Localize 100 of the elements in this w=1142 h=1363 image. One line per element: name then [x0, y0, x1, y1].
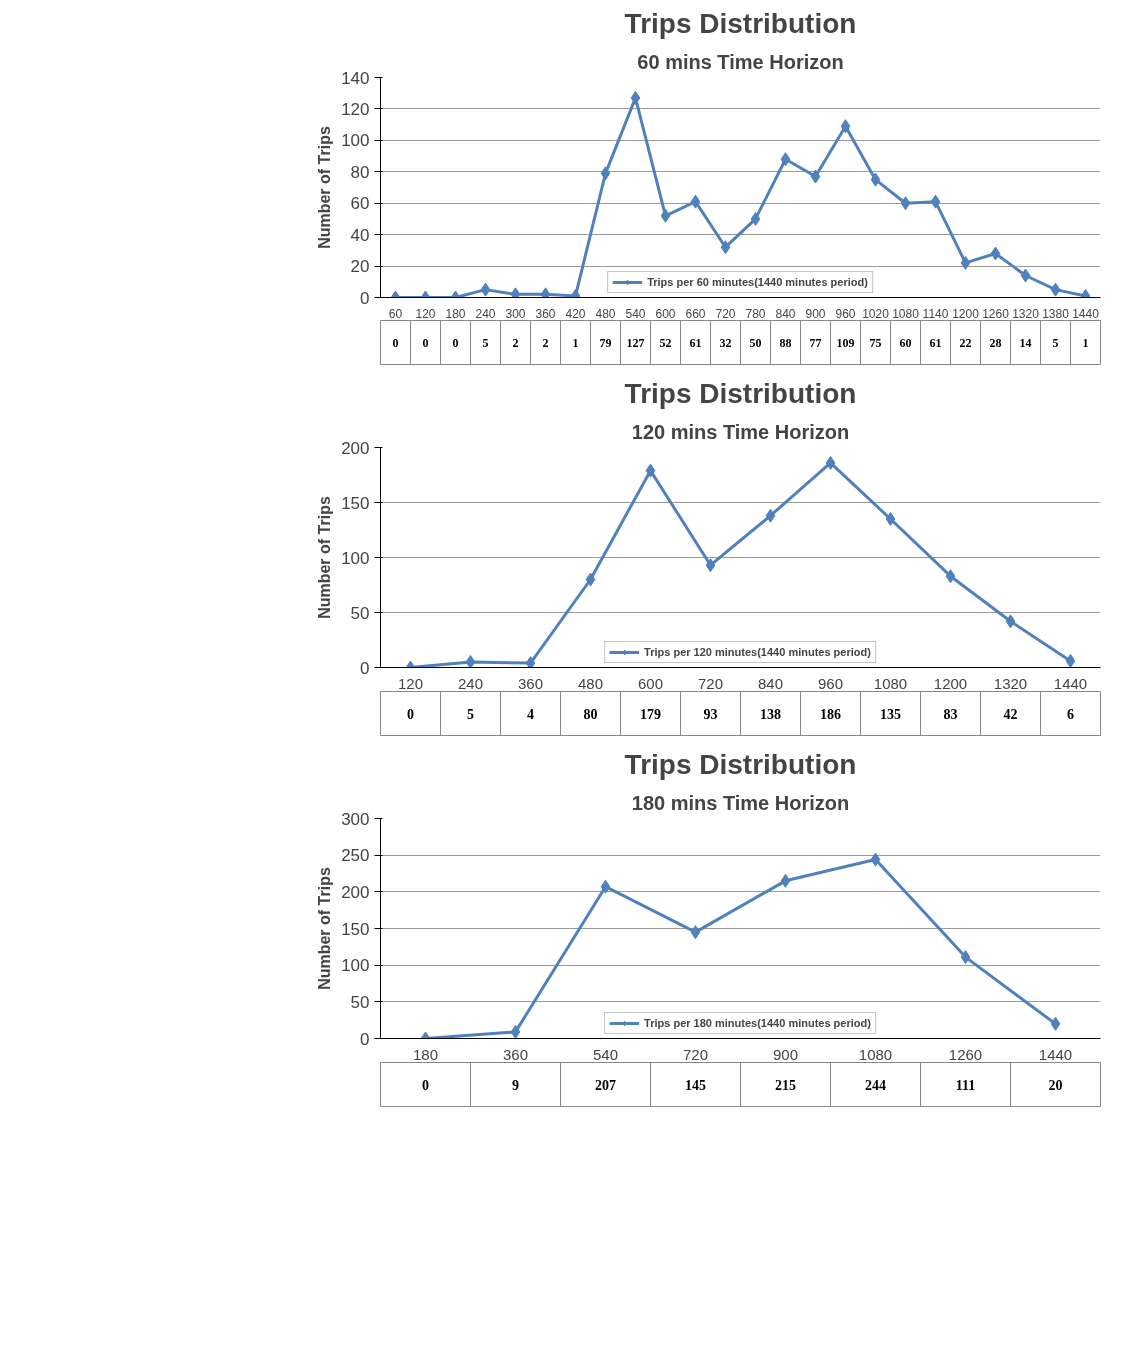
point [990, 246, 1001, 261]
y-tick-label: 50 [350, 603, 370, 623]
y-axis-title: Number of Trips [316, 867, 334, 990]
y-tick-label: 60 [350, 194, 370, 214]
y-tick-label: 100 [341, 956, 370, 976]
chart-subtitle: 60 mins Time Horizon [637, 50, 844, 73]
data-label: 0 [422, 335, 429, 350]
x-tick-label: 480 [577, 674, 604, 692]
data-label: 1 [1082, 335, 1089, 350]
data-label: 0 [392, 335, 399, 350]
x-tick-label: 180 [412, 1045, 439, 1063]
point [780, 152, 791, 167]
x-tick-label: 1440 [1072, 306, 1100, 321]
point [690, 194, 701, 209]
point [1050, 282, 1061, 297]
y-tick-label: 120 [341, 99, 370, 119]
point [1005, 614, 1016, 629]
data-label: 5 [1052, 335, 1059, 350]
data-label: 52 [659, 335, 672, 350]
data-label: 50 [749, 335, 762, 350]
point [810, 169, 821, 184]
point [585, 572, 596, 587]
y-tick-label: 20 [350, 257, 370, 277]
point [750, 211, 761, 226]
y-tick-label: 100 [341, 131, 370, 151]
point [705, 558, 716, 573]
data-label: 109 [836, 335, 855, 350]
data-label: 207 [595, 1077, 616, 1093]
point [825, 455, 836, 470]
chart-title: Trips Distribution [624, 748, 857, 780]
x-tick-label: 1440 [1038, 1045, 1073, 1063]
data-label: 32 [719, 335, 732, 350]
data-label: 4 [527, 706, 534, 722]
x-tick-label: 720 [697, 674, 724, 692]
x-tick-label: 900 [772, 1045, 799, 1063]
y-tick-label: 300 [341, 809, 370, 829]
x-tick-label: 1020 [862, 306, 890, 321]
point [870, 172, 881, 187]
data-label: 215 [775, 1077, 796, 1093]
x-tick-label: 720 [682, 1045, 709, 1063]
point [600, 166, 611, 181]
data-label: 186 [820, 706, 841, 722]
point [600, 879, 611, 894]
x-tick-label: 660 [685, 306, 706, 321]
x-tick-label: 120 [397, 674, 424, 692]
data-label: 83 [943, 706, 958, 722]
point [780, 873, 791, 888]
data-label: 127 [626, 335, 645, 350]
data-label: 145 [685, 1077, 706, 1093]
x-tick-label: 840 [757, 674, 784, 692]
data-label: 9 [512, 1077, 519, 1093]
data-label: 28 [989, 335, 1002, 350]
x-tick-label: 1080 [858, 1045, 893, 1063]
x-tick-label: 120 [415, 306, 436, 321]
legend-label: Trips per 60 minutes(1440 minutes period) [647, 276, 868, 288]
x-tick-label: 360 [502, 1045, 529, 1063]
chart-title: Trips Distribution [624, 377, 857, 409]
point [765, 508, 776, 523]
point [510, 1024, 521, 1039]
x-tick-label: 600 [655, 306, 676, 321]
x-tick-label: 1200 [933, 674, 968, 692]
data-label: 20 [1048, 1077, 1063, 1093]
point [525, 656, 536, 668]
data-label: 244 [865, 1077, 886, 1093]
x-tick-label: 360 [517, 674, 544, 692]
y-tick-label: 100 [341, 548, 370, 568]
point [720, 240, 731, 255]
point [960, 255, 971, 270]
data-label: 179 [640, 706, 661, 722]
x-tick-label: 300 [505, 306, 526, 321]
x-tick-label: 900 [805, 306, 826, 321]
y-tick-label: 80 [350, 162, 370, 182]
data-label: 75 [869, 335, 882, 350]
point [870, 852, 881, 867]
point [1020, 268, 1031, 283]
data-label: 79 [599, 335, 612, 350]
point [660, 208, 671, 223]
data-label: 93 [703, 706, 718, 722]
x-tick-label: 1140 [922, 306, 949, 321]
point [480, 282, 491, 297]
y-axis-title: Number of Trips [316, 126, 334, 249]
chart-subtitle: 120 mins Time Horizon [631, 420, 850, 443]
data-label: 6 [1067, 706, 1074, 722]
legend-label: Trips per 180 minutes(1440 minutes period) [644, 1017, 871, 1029]
x-tick-label: 540 [625, 306, 646, 321]
x-tick-label: 540 [592, 1045, 619, 1063]
x-tick-label: 1380 [1042, 306, 1070, 321]
point [1050, 1016, 1061, 1031]
x-tick-label: 1320 [1012, 306, 1040, 321]
y-tick-label: 200 [341, 882, 370, 902]
data-label: 135 [880, 706, 901, 722]
point [690, 925, 701, 940]
point [1065, 653, 1076, 668]
data-label: 14 [1019, 335, 1032, 350]
y-tick-label: 140 [341, 68, 370, 88]
point [840, 119, 851, 134]
x-tick-label: 720 [715, 306, 736, 321]
data-label: 61 [929, 335, 942, 350]
data-label: 22 [959, 335, 972, 350]
point [945, 569, 956, 584]
